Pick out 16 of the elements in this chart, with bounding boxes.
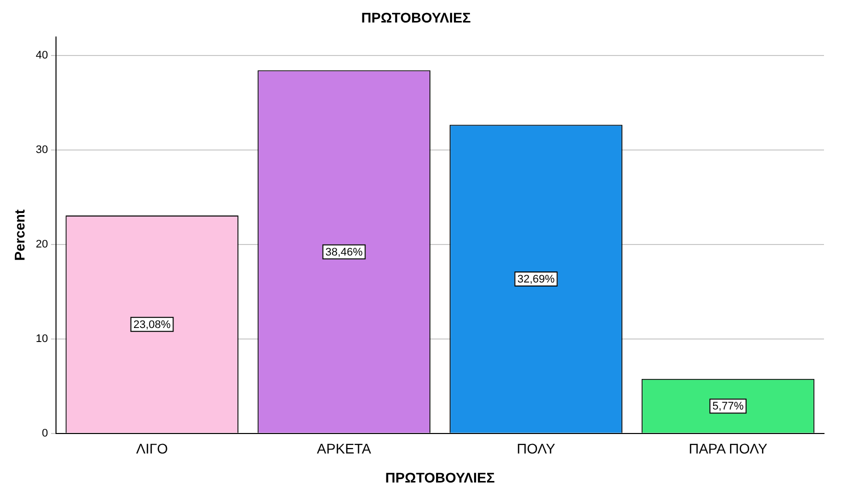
- y-axis-title: Percent: [11, 209, 28, 261]
- x-tick-label: ΠΑΡΑ ΠΟΛΥ: [688, 440, 768, 457]
- data-label: 38,46%: [325, 246, 363, 258]
- x-tick-label: ΑΡΚΕΤΑ: [316, 440, 372, 457]
- data-label: 5,77%: [712, 400, 744, 413]
- x-tick-label: ΠΟΛΥ: [516, 440, 556, 457]
- x-axis-title: ΠΡΩΤΟΒΟΥΛΙΕΣ: [385, 469, 495, 486]
- y-tick-label: 40: [36, 50, 48, 62]
- x-tick-label: ΛΙΓΟ: [136, 440, 168, 457]
- y-tick-label: 30: [36, 144, 48, 156]
- y-tick-label: 10: [36, 333, 48, 346]
- chart-title: ΠΡΩΤΟΒΟΥΛΙΕΣ: [361, 9, 471, 26]
- y-tick-label: 20: [36, 238, 48, 251]
- y-tick-label: 0: [42, 427, 48, 440]
- data-label: 23,08%: [133, 318, 171, 331]
- data-label: 32,69%: [517, 274, 555, 286]
